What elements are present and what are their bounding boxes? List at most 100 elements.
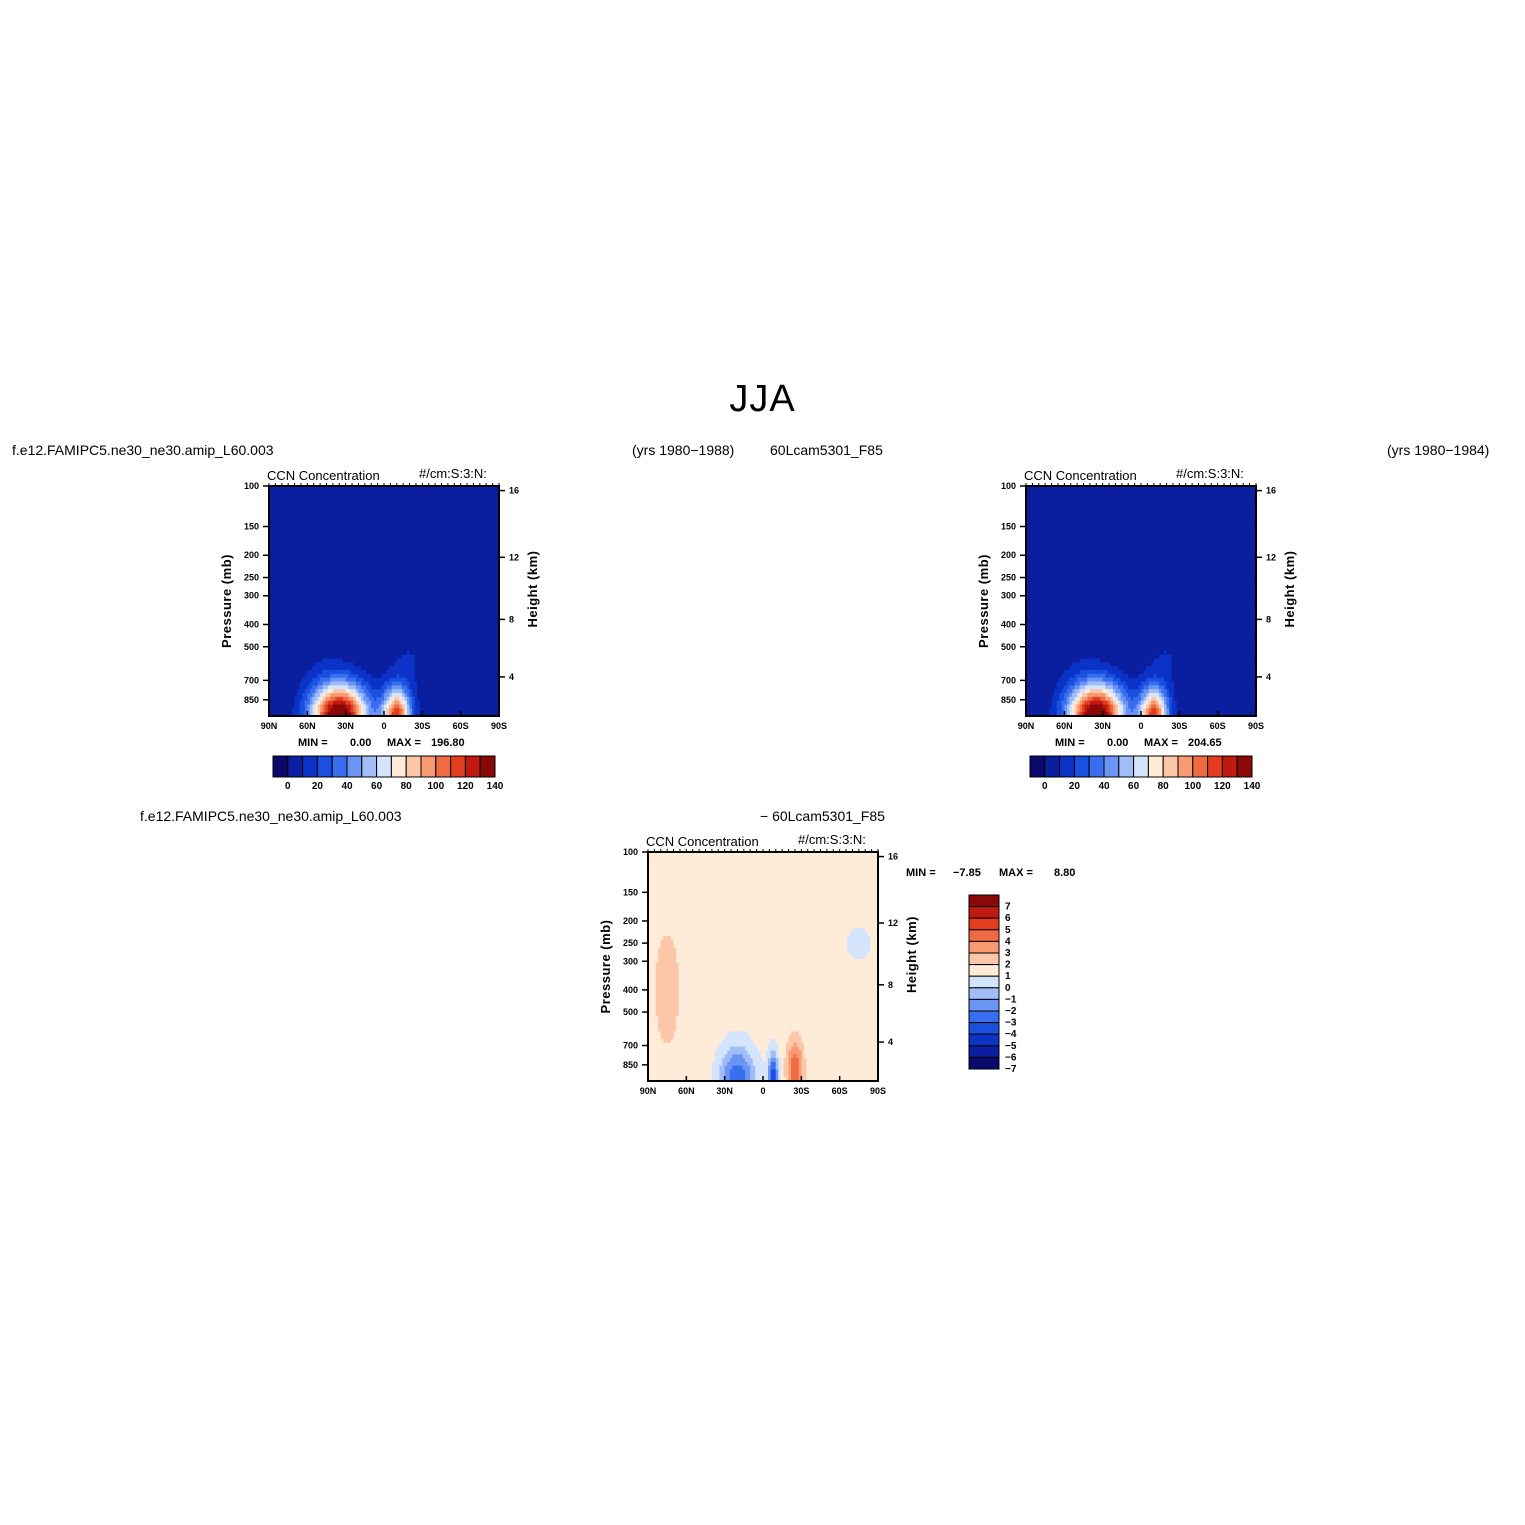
contour-cell xyxy=(307,673,311,679)
contour-cell xyxy=(470,685,475,690)
contour-cell xyxy=(447,551,452,556)
contour-cell xyxy=(409,616,413,621)
contour-cell xyxy=(320,608,324,614)
contour-cell xyxy=(470,539,475,545)
contour-cell xyxy=(353,670,357,675)
contour-cell xyxy=(343,528,347,533)
contour-cell xyxy=(286,501,291,506)
contour-cell xyxy=(325,624,329,629)
contour-cell xyxy=(366,650,370,656)
contour-cell xyxy=(304,509,308,514)
contour-cell xyxy=(302,535,306,541)
contour-cell xyxy=(445,627,449,633)
contour-cell xyxy=(465,574,469,579)
contour-cell xyxy=(294,543,298,548)
contour-cell xyxy=(276,593,280,598)
contour-cell xyxy=(340,608,344,614)
contour-cell xyxy=(353,696,357,702)
contour-cell xyxy=(445,509,449,514)
contour-cell xyxy=(453,543,457,548)
contour-cell xyxy=(442,501,446,506)
contour-cell xyxy=(355,643,360,648)
contour-cell xyxy=(363,547,367,552)
contour-cell xyxy=(361,585,365,591)
contour-cell xyxy=(401,627,406,633)
contour-cell xyxy=(419,535,423,541)
contour-cell xyxy=(276,639,280,644)
contour-cell xyxy=(340,681,344,686)
contour-cell xyxy=(419,627,423,633)
contour-cell xyxy=(317,635,321,640)
contour-cell xyxy=(304,543,308,548)
contour-cell xyxy=(478,593,482,598)
contour-cell xyxy=(437,551,441,556)
contour-cell xyxy=(304,593,308,598)
contour-cell xyxy=(299,532,303,537)
contour-cell xyxy=(376,700,380,706)
contour-cell xyxy=(312,635,316,640)
contour-cell xyxy=(389,532,393,537)
contour-cell xyxy=(412,689,416,694)
contour-cell xyxy=(307,647,311,652)
contour-cell xyxy=(442,612,446,617)
contour-cell xyxy=(340,574,344,579)
contour-cell xyxy=(422,608,426,614)
contour-cell xyxy=(401,612,406,617)
contour-cell xyxy=(468,493,472,499)
contour-cell xyxy=(286,708,291,713)
contour-cell xyxy=(269,643,273,648)
contour-cell xyxy=(279,612,283,617)
contour-cell xyxy=(350,647,354,652)
contour-cell xyxy=(386,551,390,556)
contour-cell xyxy=(460,493,464,499)
contour-cell xyxy=(381,708,385,713)
contour-cell xyxy=(368,685,372,690)
contour-cell xyxy=(440,524,444,529)
contour-cell xyxy=(440,593,444,598)
contour-cell xyxy=(320,509,324,514)
contour-cell xyxy=(376,497,380,502)
contour-cell xyxy=(414,489,418,495)
contour-cell xyxy=(476,670,480,675)
contour-cell xyxy=(292,685,296,690)
contour-cell xyxy=(394,616,398,621)
contour-cell xyxy=(381,689,385,694)
contour-cell xyxy=(335,593,339,598)
contour-cell xyxy=(401,520,406,525)
contour-cell xyxy=(371,520,375,525)
contour-cell xyxy=(445,555,449,560)
contour-cell xyxy=(358,627,362,633)
contour-cell xyxy=(358,662,362,667)
contour-cell xyxy=(373,555,377,560)
contour-cell xyxy=(330,501,334,506)
contour-cell xyxy=(453,624,457,629)
contour-cell xyxy=(381,712,385,717)
contour-cell xyxy=(294,558,298,564)
contour-cell xyxy=(473,693,477,698)
contour-cell xyxy=(320,489,324,495)
contour-cell xyxy=(414,708,418,713)
contour-cell xyxy=(371,654,375,660)
contour-cell xyxy=(304,539,308,545)
contour-cell xyxy=(432,551,436,556)
contour-cell xyxy=(317,566,321,571)
contour-cell xyxy=(361,566,365,571)
contour-cell xyxy=(348,555,352,560)
contour-cell xyxy=(345,662,349,667)
contour-cell xyxy=(447,631,452,637)
contour-cell xyxy=(304,689,308,694)
contour-cell xyxy=(361,505,365,510)
contour-cell xyxy=(409,689,413,694)
contour-cell xyxy=(297,647,301,652)
contour-cell xyxy=(460,505,464,510)
contour-cell xyxy=(468,539,472,545)
contour-cell xyxy=(353,608,357,614)
contour-cell xyxy=(473,597,477,602)
contour-cell xyxy=(340,581,344,587)
contour-cell xyxy=(437,662,441,667)
contour-cell xyxy=(345,631,349,637)
contour-cell xyxy=(366,654,370,660)
contour-cell xyxy=(358,654,362,660)
contour-cell xyxy=(317,505,321,510)
contour-cell xyxy=(381,597,385,602)
